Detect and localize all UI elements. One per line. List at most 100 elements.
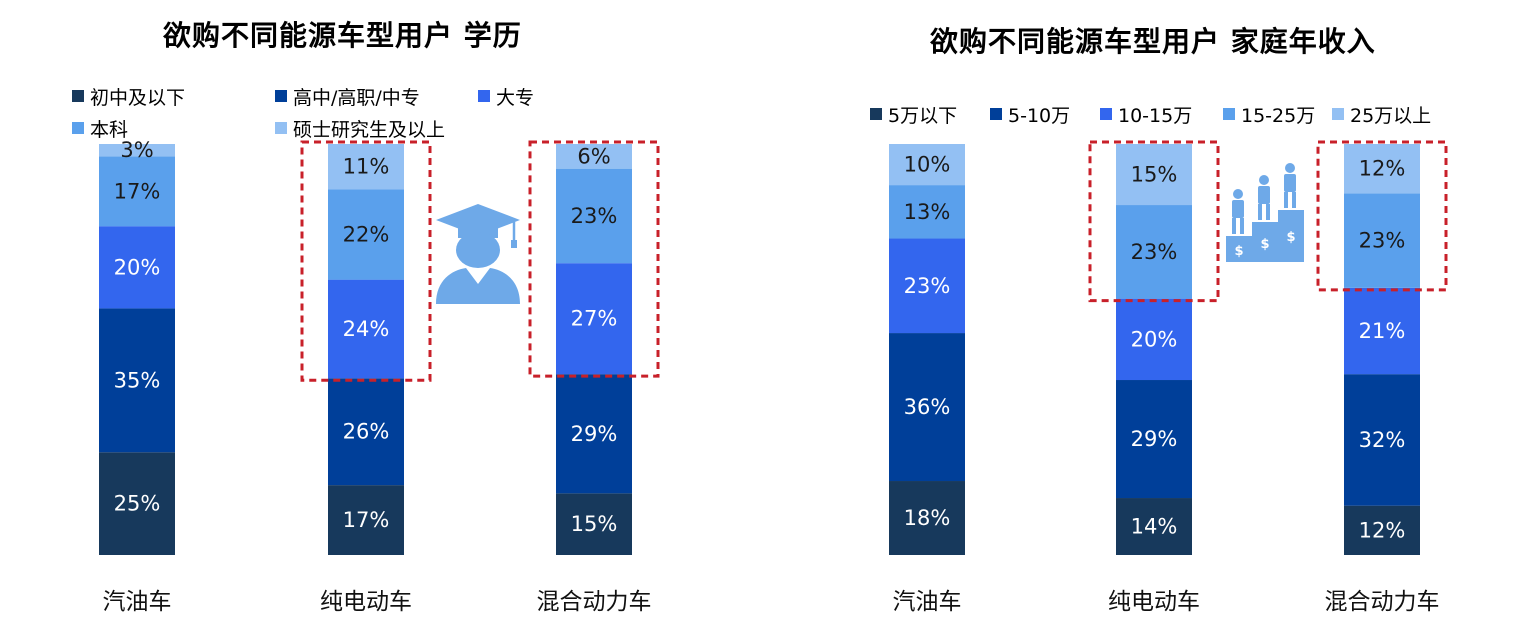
bar-segment [889, 481, 965, 555]
bar-segment [1116, 144, 1192, 206]
bar-segment [328, 279, 404, 379]
category-label: 纯电动车 [320, 589, 412, 615]
bar-segment [99, 452, 175, 555]
data-label: 23% [1131, 240, 1178, 264]
legend-label: 25万以上 [1350, 104, 1432, 127]
data-label: 23% [1359, 229, 1406, 253]
legend-swatch [275, 122, 287, 134]
bar-segment [556, 263, 632, 375]
legend-item: 25万以上 [1332, 102, 1432, 127]
legend-label: 5万以下 [888, 104, 958, 127]
legend-label: 15-25万 [1241, 104, 1316, 127]
legend-label: 10-15万 [1118, 104, 1193, 127]
chart-title: 欲购不同能源车型用户 学历 [163, 19, 522, 52]
highlight-box [300, 140, 432, 382]
highlight-box [1088, 140, 1220, 303]
data-label: 24% [343, 317, 390, 341]
data-label: 35% [114, 368, 161, 392]
bar-segment [1116, 205, 1192, 299]
data-label: 3% [120, 138, 153, 162]
data-label: 29% [1131, 427, 1178, 451]
bar-segment [328, 378, 404, 486]
data-label: 14% [1131, 515, 1178, 539]
chart-title: 欲购不同能源车型用户 家庭年收入 [930, 25, 1376, 58]
category-label: 汽油车 [103, 589, 172, 615]
bar-segment [1116, 380, 1192, 499]
income-stacked-bars: 18% 36% 23% 13% 10% 汽油车 14% 29% 20% 23% 15% 纯电动车 12%… [889, 140, 1448, 615]
legend-item: 大专 [478, 84, 535, 109]
bar-segment [1344, 374, 1420, 506]
data-label: 15% [571, 512, 618, 536]
bar-segment [1116, 298, 1192, 381]
bar-segment [889, 238, 965, 334]
legend-item: 高中/高职/中专 [275, 84, 420, 109]
legend-label: 本科 [90, 118, 129, 141]
data-label: 25% [114, 492, 161, 516]
data-label: 23% [571, 204, 618, 228]
bar-segment [889, 185, 965, 239]
education-stacked-bars: 25% 35% 20% 17% 3% 汽油车 17% 26% 24% 22% 11% 纯电动车 15% 2… [99, 138, 660, 615]
legend-label: 5-10万 [1008, 104, 1071, 127]
income-chart-panel: 欲购不同能源车型用户 家庭年收入 5万以下 5-10万 10-15万 15-25… [760, 0, 1521, 631]
highlight-box [1316, 140, 1448, 292]
category-label: 混合动力车 [537, 589, 652, 615]
data-label: 11% [343, 155, 390, 179]
legend-swatch [72, 90, 84, 102]
svg-text:$: $ [1234, 244, 1243, 259]
legend-label: 初中及以下 [90, 86, 186, 109]
legend-swatch [72, 122, 84, 134]
legend-swatch [1332, 108, 1344, 120]
data-label: 12% [1359, 157, 1406, 181]
legend-swatch [990, 108, 1002, 120]
data-label: 12% [1359, 518, 1406, 542]
bar-segment [1116, 498, 1192, 555]
bar-segment [556, 144, 632, 169]
bar-segment [99, 156, 175, 227]
podium-people-icon: $ $ $ [1226, 163, 1304, 262]
category-label: 汽油车 [893, 589, 962, 615]
data-label: 13% [904, 200, 951, 224]
bar-segment [99, 308, 175, 453]
data-label: 20% [1131, 327, 1178, 351]
bar-segment [328, 189, 404, 280]
graduate-icon [436, 204, 520, 304]
bar-segment [328, 485, 404, 555]
bar-segment [1344, 193, 1420, 288]
legend-swatch [478, 90, 490, 102]
data-label: 36% [904, 395, 951, 419]
bar-segment [99, 226, 175, 309]
data-label: 15% [1131, 163, 1178, 187]
bar-segment [1344, 287, 1420, 375]
bar-segment [556, 374, 632, 494]
legend-swatch [1223, 108, 1235, 120]
legend-label: 大专 [496, 86, 535, 109]
legend-item: 15-25万 [1223, 102, 1316, 127]
education-chart-panel: 欲购不同能源车型用户 学历 初中及以下 高中/高职/中专 大专 本科 硕士研究生… [0, 0, 760, 631]
bar-segment [328, 144, 404, 190]
legend-label: 高中/高职/中专 [293, 86, 420, 109]
legend-swatch [1100, 108, 1112, 120]
data-label: 18% [904, 506, 951, 530]
legend-label: 硕士研究生及以上 [293, 118, 446, 141]
bar-segment [889, 333, 965, 482]
data-label: 17% [343, 508, 390, 532]
data-label: 17% [114, 179, 161, 203]
data-label: 6% [577, 144, 610, 168]
category-label: 纯电动车 [1108, 589, 1200, 615]
data-label: 23% [904, 274, 951, 298]
bar-segment [556, 168, 632, 264]
svg-text:$: $ [1260, 237, 1269, 252]
data-label: 21% [1359, 319, 1406, 343]
bar-segment [1344, 505, 1420, 555]
legend-swatch [870, 108, 882, 120]
legend-item: 5-10万 [990, 102, 1071, 127]
bar-segment [889, 144, 965, 186]
data-label: 27% [571, 307, 618, 331]
legend-item: 本科 [72, 116, 129, 141]
data-label: 32% [1359, 428, 1406, 452]
data-label: 10% [904, 153, 951, 177]
data-label: 20% [114, 255, 161, 279]
bar-segment [1344, 144, 1420, 194]
legend-item: 初中及以下 [72, 84, 186, 109]
legend-item: 硕士研究生及以上 [275, 116, 446, 141]
